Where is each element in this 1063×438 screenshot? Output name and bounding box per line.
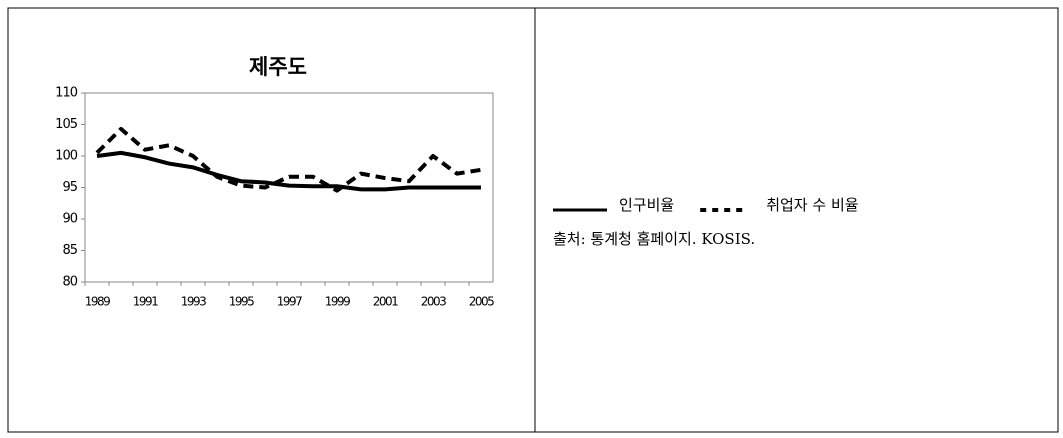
y-tick-label: 85: [62, 243, 77, 258]
x-tick-label: 1997: [277, 295, 302, 309]
legend-label: 취업자 수 비율: [766, 196, 858, 214]
source-note: 출처: 통계청 홈페이지. KOSIS.: [553, 230, 755, 248]
y-tick-label: 90: [62, 212, 77, 227]
y-tick-label: 100: [55, 149, 78, 164]
x-tick-label: 2001: [373, 295, 398, 309]
y-tick-label: 105: [55, 117, 78, 132]
chart-title: 제주도: [249, 55, 307, 79]
x-tick-label: 1989: [85, 295, 110, 309]
table-border: [7, 7, 1059, 433]
y-tick-label: 80: [62, 275, 77, 290]
y-tick-label: 110: [55, 86, 78, 101]
y-tick-label: 95: [62, 180, 77, 195]
x-tick-label: 1999: [325, 295, 350, 309]
series-line: [96, 150, 481, 192]
series-line: [95, 126, 482, 193]
legend-label: 인구비율: [619, 196, 674, 214]
x-tick-label: 1993: [181, 295, 206, 309]
x-tick-label: 2005: [469, 295, 494, 309]
x-tick-label: 1991: [133, 295, 158, 309]
x-tick-label: 2003: [421, 295, 446, 309]
x-tick-label: 1995: [229, 295, 254, 309]
